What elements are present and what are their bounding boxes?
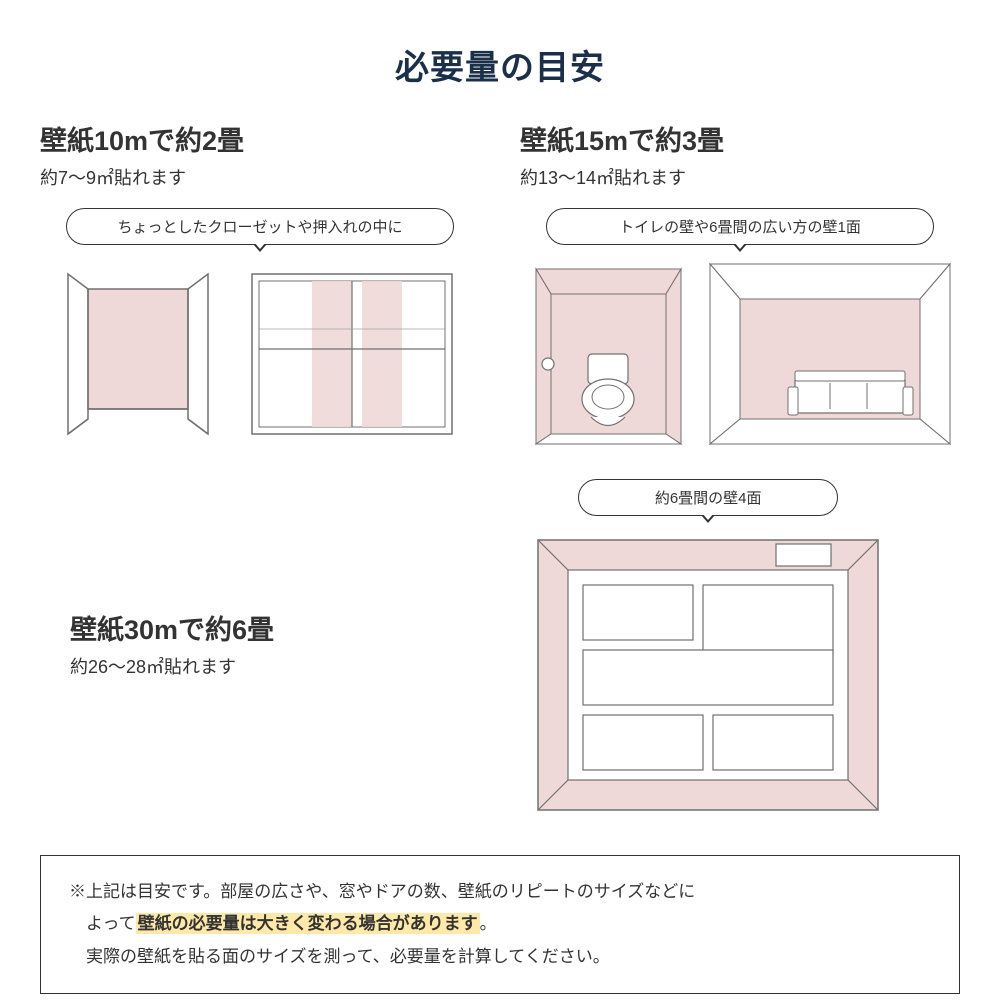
illustration-row: [40, 259, 480, 449]
section-bubble: ちょっとしたクローゼットや押入れの中に: [66, 208, 453, 245]
note-text: よって: [86, 914, 136, 933]
room-plan-icon: [528, 530, 888, 820]
living-room-icon: [705, 259, 955, 449]
section-subtitle: 約26～28㎡貼れます: [70, 653, 426, 679]
section-title: 壁紙30mで約6畳: [70, 608, 426, 647]
note-line2: よって壁紙の必要量は大きく変わる場合があります。: [69, 908, 931, 940]
section-title: 壁紙10mで約2畳: [40, 119, 480, 158]
note-text: 。: [480, 914, 497, 933]
section-10m: 壁紙10mで約2畳 約7～9㎡貼れます ちょっとしたクローゼットや押入れの中に: [40, 119, 480, 449]
page-title: 必要量の目安: [40, 40, 960, 89]
section-subtitle: 約13～14㎡貼れます: [520, 164, 960, 190]
note-box: ※上記は目安です。部屋の広さや、窓やドアの数、壁紙のリピートのサイズなどに よっ…: [40, 855, 960, 994]
section-30m: 壁紙30mで約6畳 約26～28㎡貼れます 約6畳間の壁4面: [40, 479, 960, 825]
note-line3: 実際の壁紙を貼る面のサイズを測って、必要量を計算してください。: [69, 941, 931, 973]
closet-icon: [53, 259, 223, 449]
section-subtitle: 約7～9㎡貼れます: [40, 164, 480, 190]
section-title: 壁紙15mで約3畳: [520, 119, 960, 158]
sliding-closet-icon: [237, 259, 467, 449]
illustration-block: 約6畳間の壁4面: [456, 479, 960, 825]
section-bubble: 約6畳間の壁4面: [578, 479, 838, 516]
toilet-room-icon: [526, 259, 691, 449]
note-highlight: 壁紙の必要量は大きく変わる場合があります: [136, 913, 480, 934]
section-bubble: トイレの壁や6畳間の広い方の壁1面: [546, 208, 933, 245]
illustration-row: [520, 259, 960, 449]
top-row: 壁紙10mで約2畳 約7～9㎡貼れます ちょっとしたクローゼットや押入れの中に: [40, 119, 960, 449]
section-15m: 壁紙15mで約3畳 約13～14㎡貼れます トイレの壁や6畳間の広い方の壁1面: [520, 119, 960, 449]
note-text: 実際の壁紙を貼る面のサイズを測って、必要量を計算してください。: [86, 947, 610, 966]
note-line1: ※上記は目安です。部屋の広さや、窓やドアの数、壁紙のリピートのサイズなどに: [69, 876, 931, 908]
